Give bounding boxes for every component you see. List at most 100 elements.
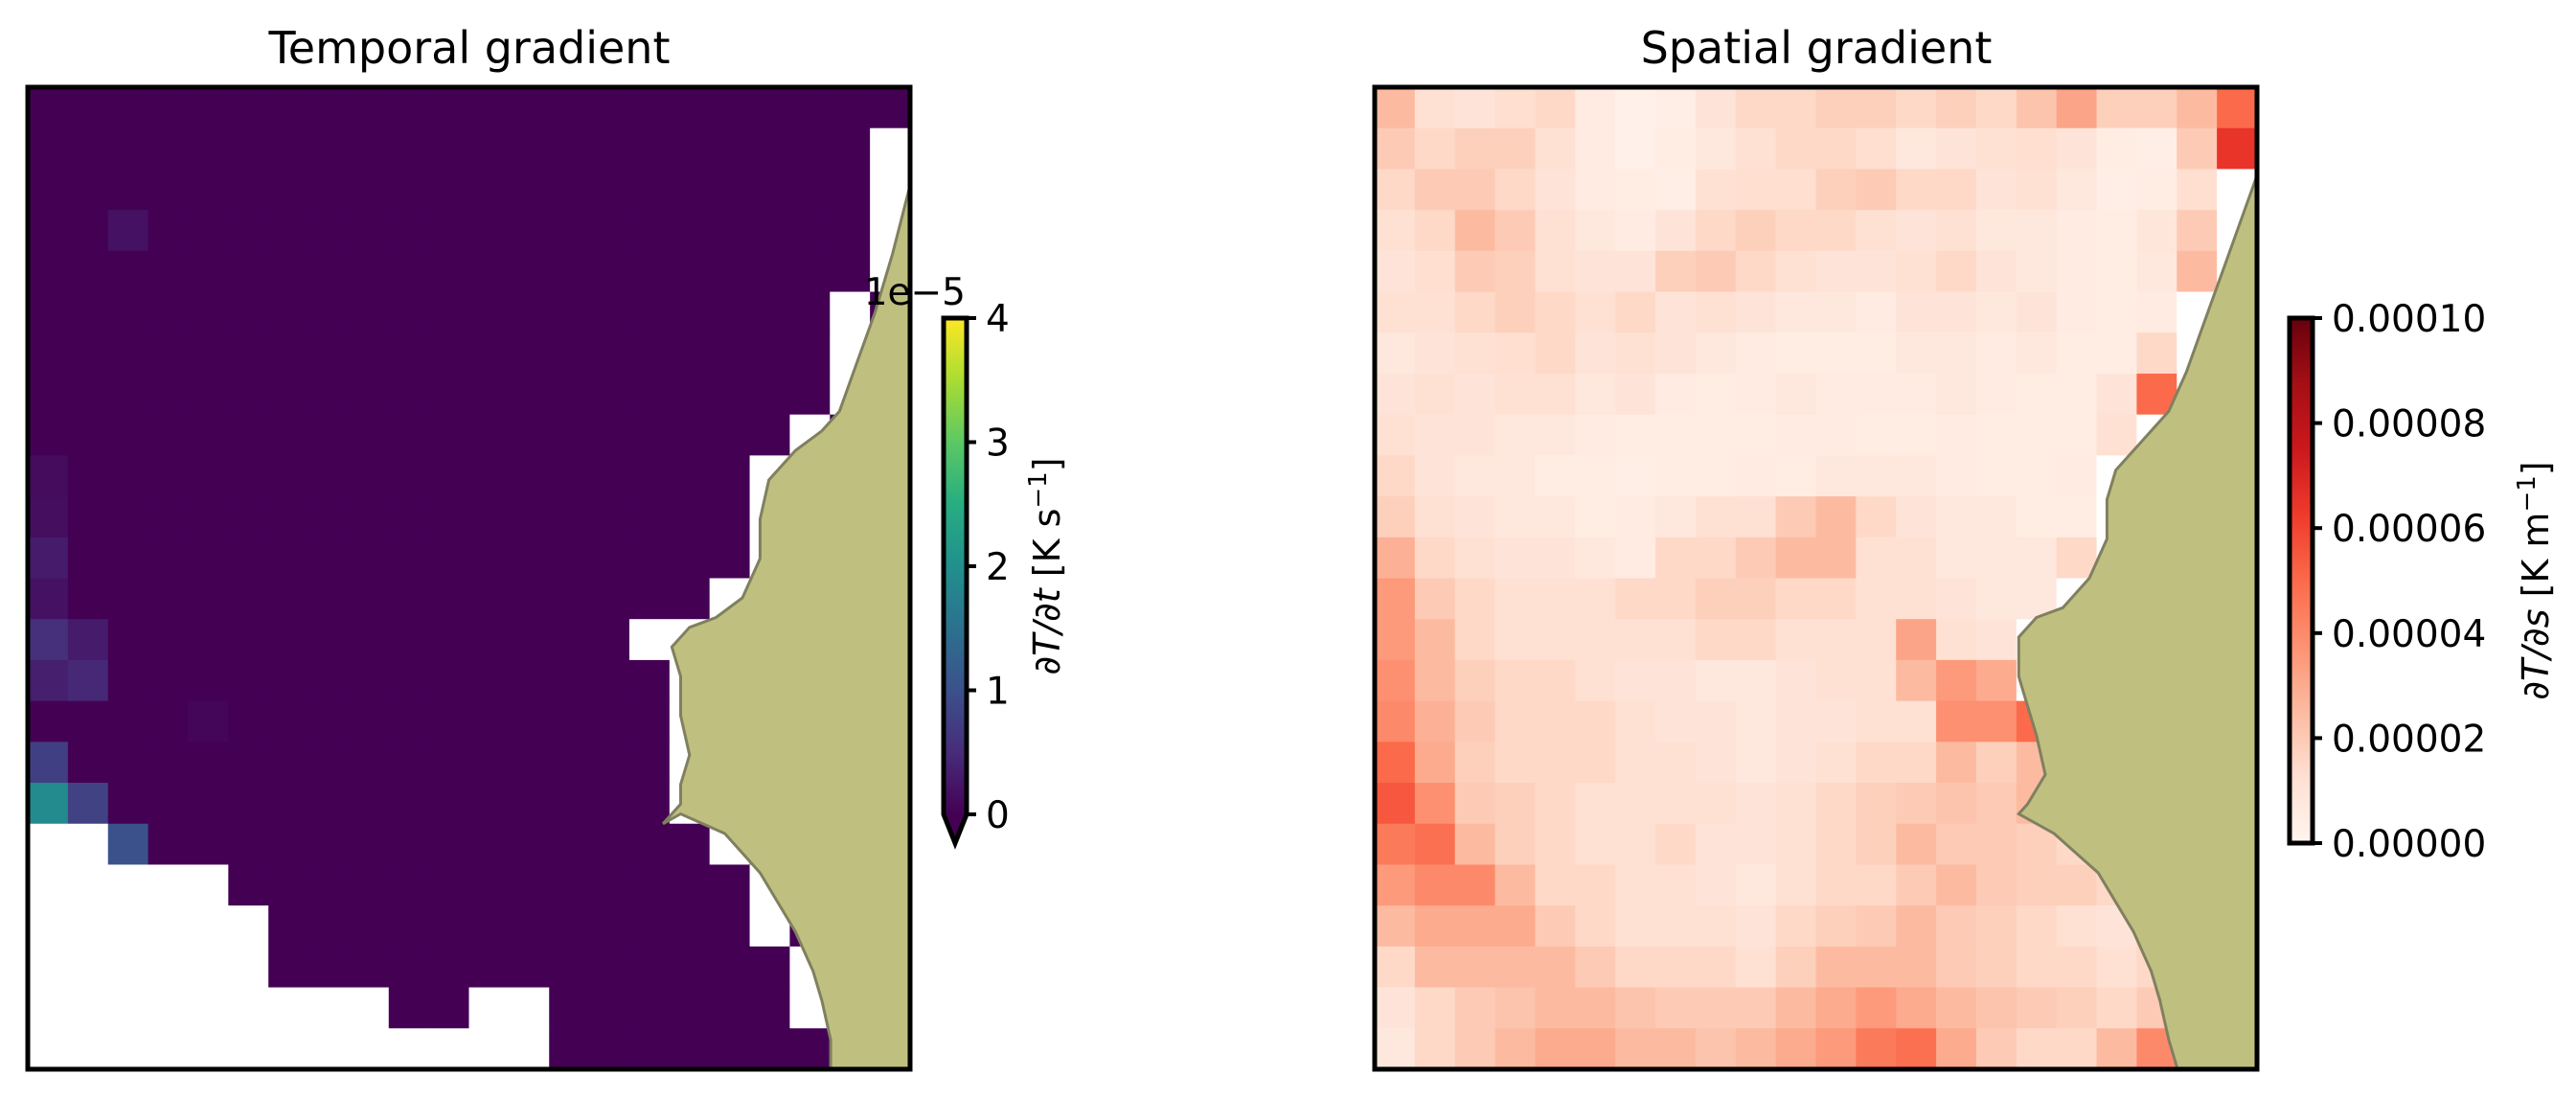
heatmap-cell — [1454, 659, 1496, 702]
heatmap-cell — [348, 537, 390, 580]
heatmap-cell — [1454, 905, 1496, 948]
heatmap-cell — [1896, 127, 1937, 171]
heatmap-cell — [1936, 373, 1977, 416]
heatmap-cell — [1375, 496, 1416, 538]
heatmap-cell — [1775, 332, 1817, 375]
heatmap-cell — [1494, 537, 1537, 580]
heatmap-cell — [1735, 987, 1777, 1029]
heatmap-cell — [709, 987, 751, 1029]
heatmap-cell — [1575, 783, 1616, 825]
temporal-colorbar-frame — [941, 315, 969, 850]
heatmap-cell — [28, 742, 69, 784]
heatmap-cell — [1575, 659, 1616, 702]
heatmap-cell — [709, 373, 751, 416]
heatmap-cell — [1735, 332, 1777, 375]
heatmap-cell — [2056, 169, 2098, 211]
heatmap-cell — [669, 455, 711, 497]
heatmap-cell — [468, 619, 510, 661]
heatmap-cell — [1775, 496, 1817, 538]
heatmap-cell — [308, 659, 350, 702]
heatmap-cell — [1535, 373, 1576, 416]
heatmap-cell — [188, 823, 229, 866]
heatmap-cell — [589, 987, 630, 1029]
heatmap-cell — [1775, 578, 1817, 620]
heatmap-cell — [1535, 864, 1576, 906]
heatmap-cell — [1735, 659, 1777, 702]
heatmap-cell — [789, 210, 831, 252]
heatmap-cell — [268, 87, 309, 129]
heatmap-cell — [1856, 987, 1897, 1029]
heatmap-cell — [1896, 742, 1937, 784]
heatmap-cell — [1535, 169, 1576, 211]
heatmap-cell — [1815, 578, 1857, 620]
heatmap-cell — [749, 127, 791, 171]
heatmap-cell — [268, 987, 309, 1029]
heatmap-cell — [709, 291, 751, 333]
heatmap-cell — [468, 700, 510, 743]
heatmap-cell — [348, 1028, 390, 1070]
heatmap-cell — [348, 332, 390, 375]
colorbar-tick-label: 2 — [986, 546, 1010, 589]
heatmap-cell — [1775, 537, 1817, 580]
heatmap-cell — [1856, 127, 1897, 171]
heatmap-cell — [589, 127, 630, 171]
heatmap-cell — [388, 250, 430, 293]
heatmap-cell — [1896, 537, 1937, 580]
heatmap-cell — [1454, 1028, 1496, 1070]
heatmap-cell — [2096, 250, 2138, 293]
spatial-gradient-title: Spatial gradient — [1641, 22, 1993, 74]
heatmap-cell — [549, 373, 590, 416]
heatmap-cell — [28, 414, 69, 456]
heatmap-cell — [428, 864, 470, 906]
heatmap-cell — [589, 496, 630, 538]
heatmap-cell — [188, 455, 229, 497]
heatmap-cell — [107, 537, 149, 580]
heatmap-cell — [388, 210, 430, 252]
heatmap-cell — [107, 250, 149, 293]
heatmap-cell — [1815, 537, 1857, 580]
heatmap-cell — [1856, 700, 1897, 743]
heatmap-cell — [308, 700, 350, 743]
heatmap-cell — [348, 659, 390, 702]
heatmap-cell — [1375, 169, 1416, 211]
heatmap-cell — [1975, 87, 2017, 129]
heatmap-cell — [549, 127, 590, 171]
heatmap-cell — [1856, 373, 1897, 416]
heatmap-cell — [1856, 496, 1897, 538]
heatmap-cell — [1695, 659, 1737, 702]
heatmap-cell — [308, 823, 350, 866]
temporal-gradient-frame — [25, 84, 913, 1072]
heatmap-cell — [228, 414, 269, 456]
heatmap-cell — [1695, 496, 1737, 538]
heatmap-cell — [1775, 127, 1817, 171]
heatmap-cell — [1896, 700, 1937, 743]
heatmap-cell — [148, 496, 190, 538]
heatmap-cell — [228, 250, 269, 293]
heatmap-cell — [1414, 987, 1456, 1029]
heatmap-cell — [268, 332, 309, 375]
heatmap-cell — [1775, 1028, 1817, 1070]
heatmap-cell — [1975, 578, 2017, 620]
heatmap-cell — [1975, 496, 2017, 538]
heatmap-cell — [1856, 823, 1897, 866]
heatmap-cell — [1615, 1028, 1656, 1070]
heatmap-cell — [2056, 946, 2098, 989]
heatmap-cell — [549, 87, 590, 129]
heatmap-cell — [1494, 987, 1537, 1029]
heatmap-cell — [509, 987, 550, 1029]
heatmap-cell — [2177, 87, 2218, 129]
heatmap-cell — [1414, 210, 1456, 252]
heatmap-cell — [1975, 455, 2017, 497]
heatmap-cell — [2016, 414, 2058, 456]
heatmap-cell — [2016, 987, 2058, 1029]
heatmap-cell — [2056, 455, 2098, 497]
colorbar-tick-label: 0.00006 — [2332, 508, 2486, 551]
heatmap-cell — [308, 250, 350, 293]
heatmap-cell — [228, 659, 269, 702]
heatmap-cell — [1896, 864, 1937, 906]
heatmap-cell — [2016, 1028, 2058, 1070]
heatmap-cell — [1454, 496, 1496, 538]
heatmap-cell — [268, 783, 309, 825]
heatmap-cell — [1615, 291, 1656, 333]
heatmap-cell — [388, 169, 430, 211]
